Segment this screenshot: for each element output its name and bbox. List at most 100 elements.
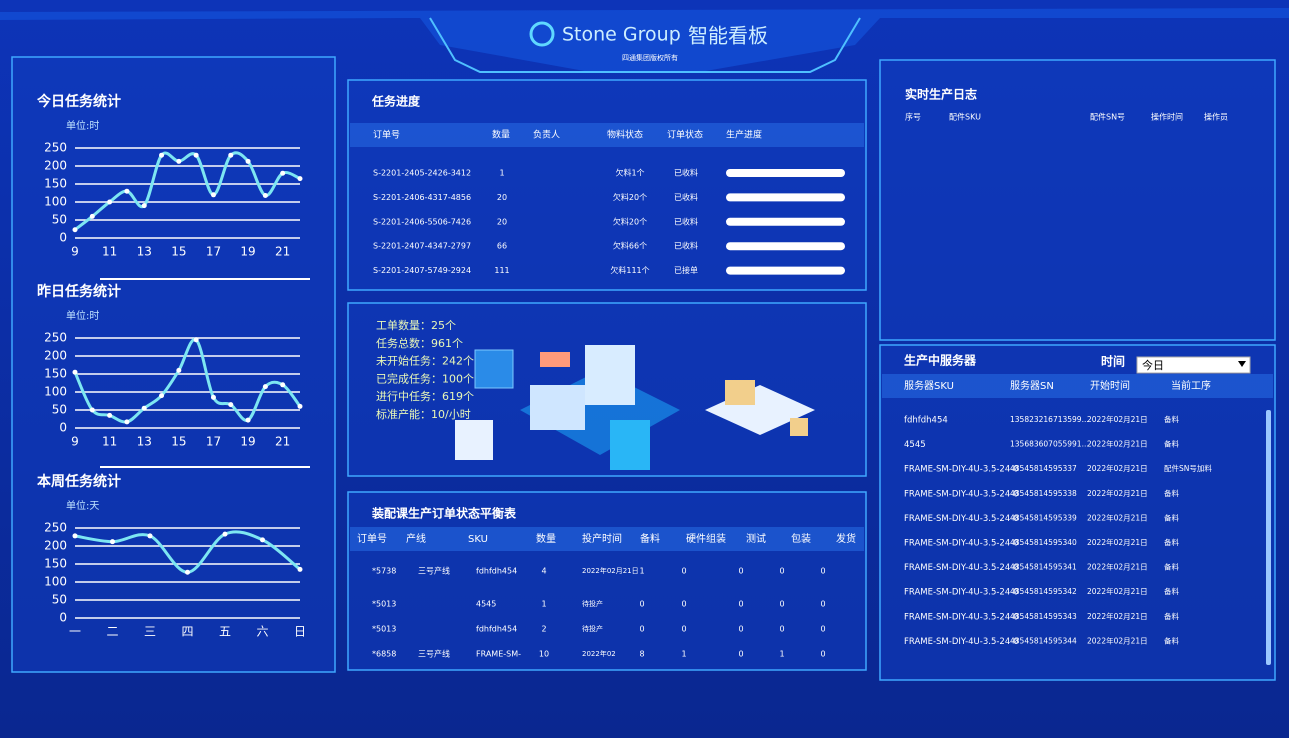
cell: 2022年02月21日	[1087, 512, 1148, 522]
brand: Stone Group	[562, 24, 681, 46]
cell: 欠料66个	[613, 241, 647, 251]
cell: 0	[738, 625, 743, 634]
x-tick-label: 15	[171, 435, 186, 449]
summary-line: 已完成任务：100个	[376, 371, 474, 385]
progress-bar	[726, 193, 845, 202]
point	[280, 382, 286, 388]
cell: 已收料	[674, 192, 698, 202]
x-tick-label: 19	[240, 245, 255, 259]
cell: 备料	[1164, 537, 1180, 547]
cell: 20	[497, 217, 507, 226]
column-header: 硬件组装	[686, 532, 726, 545]
point	[107, 412, 113, 418]
y-tick-label: 250	[44, 521, 67, 535]
cell: 待投产	[582, 624, 603, 633]
cell: 已接单	[674, 265, 698, 275]
cell: 48545814595344	[1010, 636, 1077, 645]
cell: 备料	[1164, 611, 1180, 621]
panel-title: 生产中服务器	[904, 353, 977, 368]
y-tick-label: 50	[52, 403, 67, 417]
cell: 1	[639, 567, 644, 576]
cell: 2022年02月21日	[1087, 463, 1148, 473]
cell: 48545814595340	[1010, 538, 1077, 547]
cell: 已收料	[674, 168, 698, 178]
logo	[529, 21, 555, 47]
point	[280, 170, 286, 176]
column-header: 物料状态	[607, 129, 643, 141]
cell: 0	[820, 650, 825, 659]
scrollbar[interactable]	[1266, 410, 1271, 665]
cell: 2022年02月21日	[1087, 635, 1148, 645]
point	[193, 152, 199, 158]
cell: 0	[681, 625, 686, 634]
point	[72, 369, 78, 375]
column-header: 订单状态	[667, 129, 703, 141]
column-header: 操作员	[1204, 112, 1228, 122]
time-select[interactable]	[1136, 356, 1251, 374]
column-header: 数量	[536, 532, 556, 545]
point	[124, 419, 130, 425]
cell: 8	[639, 650, 644, 659]
cell: *5013	[372, 600, 396, 609]
y-tick-label: 250	[44, 141, 67, 155]
illustration	[455, 345, 815, 470]
cell: FRAME-SM-DIY-4U-3.5-24-0	[904, 588, 1019, 598]
cell: 0	[639, 600, 644, 609]
cell: 2022年02月21日	[1087, 537, 1148, 547]
cell: 备料	[1164, 562, 1180, 572]
y-tick-label: 200	[44, 539, 67, 553]
x-tick-label: 13	[137, 435, 152, 449]
cell: 0	[738, 600, 743, 609]
column-header: 当前工序	[1171, 379, 1211, 392]
cell: 备料	[1164, 635, 1180, 645]
panel-title: 装配课生产订单状态平衡表	[371, 506, 517, 521]
column-header: 配件SN号	[1090, 112, 1125, 122]
column-header: 负责人	[533, 129, 560, 141]
point	[297, 176, 303, 182]
table-header-bg	[350, 527, 864, 551]
progress-bar	[726, 242, 845, 251]
x-tick-label: 六	[256, 625, 268, 639]
cell: FRAME-SM-DIY-4U-3.5-24-0	[904, 489, 1019, 499]
header-band	[0, 8, 1289, 72]
cell: S-2201-2406-4317-4856	[373, 193, 471, 202]
point	[297, 566, 303, 572]
point	[141, 405, 147, 411]
x-tick-label: 9	[71, 435, 79, 449]
column-header: 产线	[406, 532, 426, 545]
cell: 2022年02月21日	[1087, 611, 1148, 621]
x-tick-label: 17	[206, 435, 221, 449]
point	[107, 199, 113, 205]
y-tick-label: 0	[59, 421, 67, 435]
cell: 备料	[1164, 488, 1180, 498]
cell: 0	[779, 600, 784, 609]
cell: 欠料111个	[610, 265, 649, 275]
time-option: 今日	[1142, 358, 1164, 372]
point	[245, 158, 251, 164]
progress-bar	[726, 169, 845, 177]
point	[141, 203, 147, 209]
cell: 三号产线	[418, 649, 450, 659]
cell: 欠料1个	[615, 168, 644, 178]
x-tick-label: 四	[181, 625, 193, 639]
cell: 48545814595338	[1010, 489, 1077, 498]
cell: 2022年02月21日	[1087, 562, 1148, 572]
progress-bar	[726, 217, 845, 226]
cell: 111	[494, 266, 509, 275]
y-tick-label: 250	[44, 331, 67, 345]
cell: 48545814595337	[1010, 464, 1077, 473]
cell: 0	[820, 567, 825, 576]
point	[72, 533, 78, 539]
log-panel	[879, 59, 1276, 341]
summary-line: 任务总数：961个	[376, 336, 463, 350]
cell: 135823216713599...	[1010, 415, 1089, 424]
cell: FRAME-SM-DIY-4U-3.5-24-0	[904, 637, 1019, 647]
server-panel	[879, 344, 1276, 681]
column-header: 发货	[836, 532, 856, 545]
column-header: 操作时间	[1151, 112, 1183, 122]
cell: fdhfdh454	[476, 567, 517, 576]
cell: S-2201-2407-5749-2924	[373, 266, 471, 275]
cell: 0	[820, 625, 825, 634]
column-header: 服务器SKU	[904, 379, 954, 392]
